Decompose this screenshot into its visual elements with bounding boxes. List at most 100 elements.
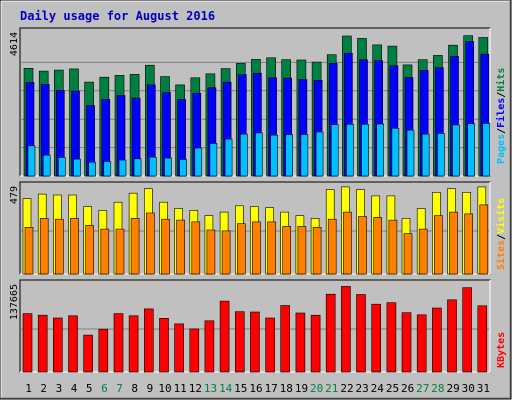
bar-pages-day-27 <box>421 133 430 177</box>
x-tick-label: 10 <box>158 382 171 395</box>
bar-sites-day-10 <box>161 218 170 275</box>
legend-item: Pages <box>496 134 507 164</box>
x-tick-label: 14 <box>219 382 233 395</box>
bar-sites-day-22 <box>343 211 352 275</box>
bar-kbytes-day-22 <box>341 286 351 373</box>
y-max-label: 479 <box>9 186 20 204</box>
bar-kbytes-day-12 <box>189 328 200 373</box>
x-tick-label: 24 <box>371 382 385 395</box>
bar-pages-day-14 <box>224 138 233 177</box>
x-axis: 1 2 3 4 5 6 7 8 9 10 11 12 13 14 15 16 17 18 19 20 21 22 23 24 2… <box>25 382 490 395</box>
bar-kbytes-day-3 <box>52 317 63 373</box>
chart-title: Daily usage for August 2016 <box>20 9 215 23</box>
legend-kbytes: KBytes <box>496 332 507 368</box>
bar-kbytes-day-9 <box>144 308 154 373</box>
legend-hits-files-pages: Pages/Files/Hits <box>495 68 507 164</box>
bar-pages-day-7 <box>118 159 127 177</box>
bar-sites-day-7 <box>115 228 125 275</box>
bar-kbytes-day-26 <box>401 312 412 373</box>
y-max-label: 137665 <box>9 284 20 320</box>
x-tick-label: 7 <box>116 382 123 395</box>
bar-sites-day-12 <box>191 221 201 275</box>
bar-kbytes-day-25 <box>386 302 397 373</box>
bar-sites-day-4 <box>70 218 79 275</box>
x-tick-label: 12 <box>189 382 202 395</box>
bar-pages-day-17 <box>270 134 278 177</box>
bar-sites-day-24 <box>373 217 383 275</box>
bar-pages-day-1 <box>27 145 36 177</box>
bar-kbytes-day-6 <box>98 328 109 373</box>
bar-kbytes-day-14 <box>219 300 230 373</box>
x-tick-label: 31 <box>477 382 490 395</box>
bar-pages-day-22 <box>346 124 354 177</box>
bar-pages-day-9 <box>149 156 157 177</box>
bar-kbytes-day-10 <box>159 317 169 373</box>
x-tick-label: 20 <box>310 382 323 395</box>
bar-pages-day-15 <box>240 133 248 177</box>
bar-kbytes-day-15 <box>235 311 245 373</box>
bar-kbytes-day-29 <box>447 299 457 373</box>
legend-item: / <box>496 128 507 134</box>
bar-pages-day-3 <box>57 157 66 177</box>
bar-sites-day-5 <box>85 225 94 275</box>
bar-kbytes-day-1 <box>22 313 33 373</box>
bar-sites-day-18 <box>282 226 292 275</box>
bar-sites-day-11 <box>176 219 185 275</box>
bar-sites-day-6 <box>100 228 110 275</box>
bar-pages-day-13 <box>209 143 218 177</box>
bar-pages-day-12 <box>194 147 203 177</box>
bar-kbytes-day-24 <box>371 303 382 373</box>
bar-kbytes-day-2 <box>37 314 48 373</box>
bar-sites-day-9 <box>146 212 155 275</box>
bar-kbytes-day-23 <box>356 294 366 373</box>
bar-kbytes-day-5 <box>83 334 93 373</box>
legend-item: / <box>496 92 507 98</box>
bar-sites-day-26 <box>403 233 413 275</box>
bar-kbytes-day-13 <box>204 320 215 373</box>
bar-kbytes-day-17 <box>265 317 275 373</box>
legend-item: Files <box>495 98 507 128</box>
bar-sites-day-15 <box>237 223 246 275</box>
bar-sites-day-2 <box>39 218 49 275</box>
bar-pages-day-5 <box>88 161 96 177</box>
x-tick-label: 5 <box>86 382 93 395</box>
bar-sites-day-3 <box>54 218 64 275</box>
x-tick-label: 27 <box>416 382 429 395</box>
bar-kbytes-day-4 <box>68 315 78 373</box>
legend-item: Hits <box>495 68 507 92</box>
legend-item: Visits <box>495 198 507 234</box>
bar-sites-day-8 <box>130 218 140 275</box>
bar-pages-day-30 <box>467 123 476 177</box>
bar-pages-day-28 <box>437 133 445 177</box>
x-tick-label: 8 <box>131 382 138 395</box>
bar-sites-day-14 <box>221 230 231 275</box>
legend-item: Sites <box>495 240 507 270</box>
bar-pages-day-18 <box>285 134 294 177</box>
bar-sites-day-23 <box>358 216 367 275</box>
bar-pages-day-26 <box>406 129 415 177</box>
x-tick-label: 9 <box>147 382 154 395</box>
bar-kbytes-day-21 <box>325 293 336 373</box>
bar-sites-day-31 <box>479 204 489 275</box>
panel-visits-sites: 479 Sites/Visits <box>9 181 507 275</box>
bar-pages-day-10 <box>164 157 172 177</box>
x-tick-label: 17 <box>265 382 278 395</box>
x-tick-label: 18 <box>280 382 293 395</box>
bar-sites-day-25 <box>388 219 398 275</box>
x-tick-label: 22 <box>340 382 353 395</box>
bar-pages-day-25 <box>391 128 400 177</box>
bar-pages-day-19 <box>300 134 309 177</box>
bar-pages-day-20 <box>315 131 324 177</box>
bar-kbytes-day-16 <box>250 311 260 373</box>
x-tick-label: 19 <box>295 382 308 395</box>
x-tick-label: 16 <box>249 382 262 395</box>
legend-item: KBytes <box>496 332 507 368</box>
x-tick-label: 4 <box>71 382 78 395</box>
bar-sites-day-13 <box>206 229 216 275</box>
bar-kbytes-day-30 <box>462 287 473 373</box>
x-tick-label: 15 <box>234 382 247 395</box>
x-tick-label: 13 <box>204 382 217 395</box>
